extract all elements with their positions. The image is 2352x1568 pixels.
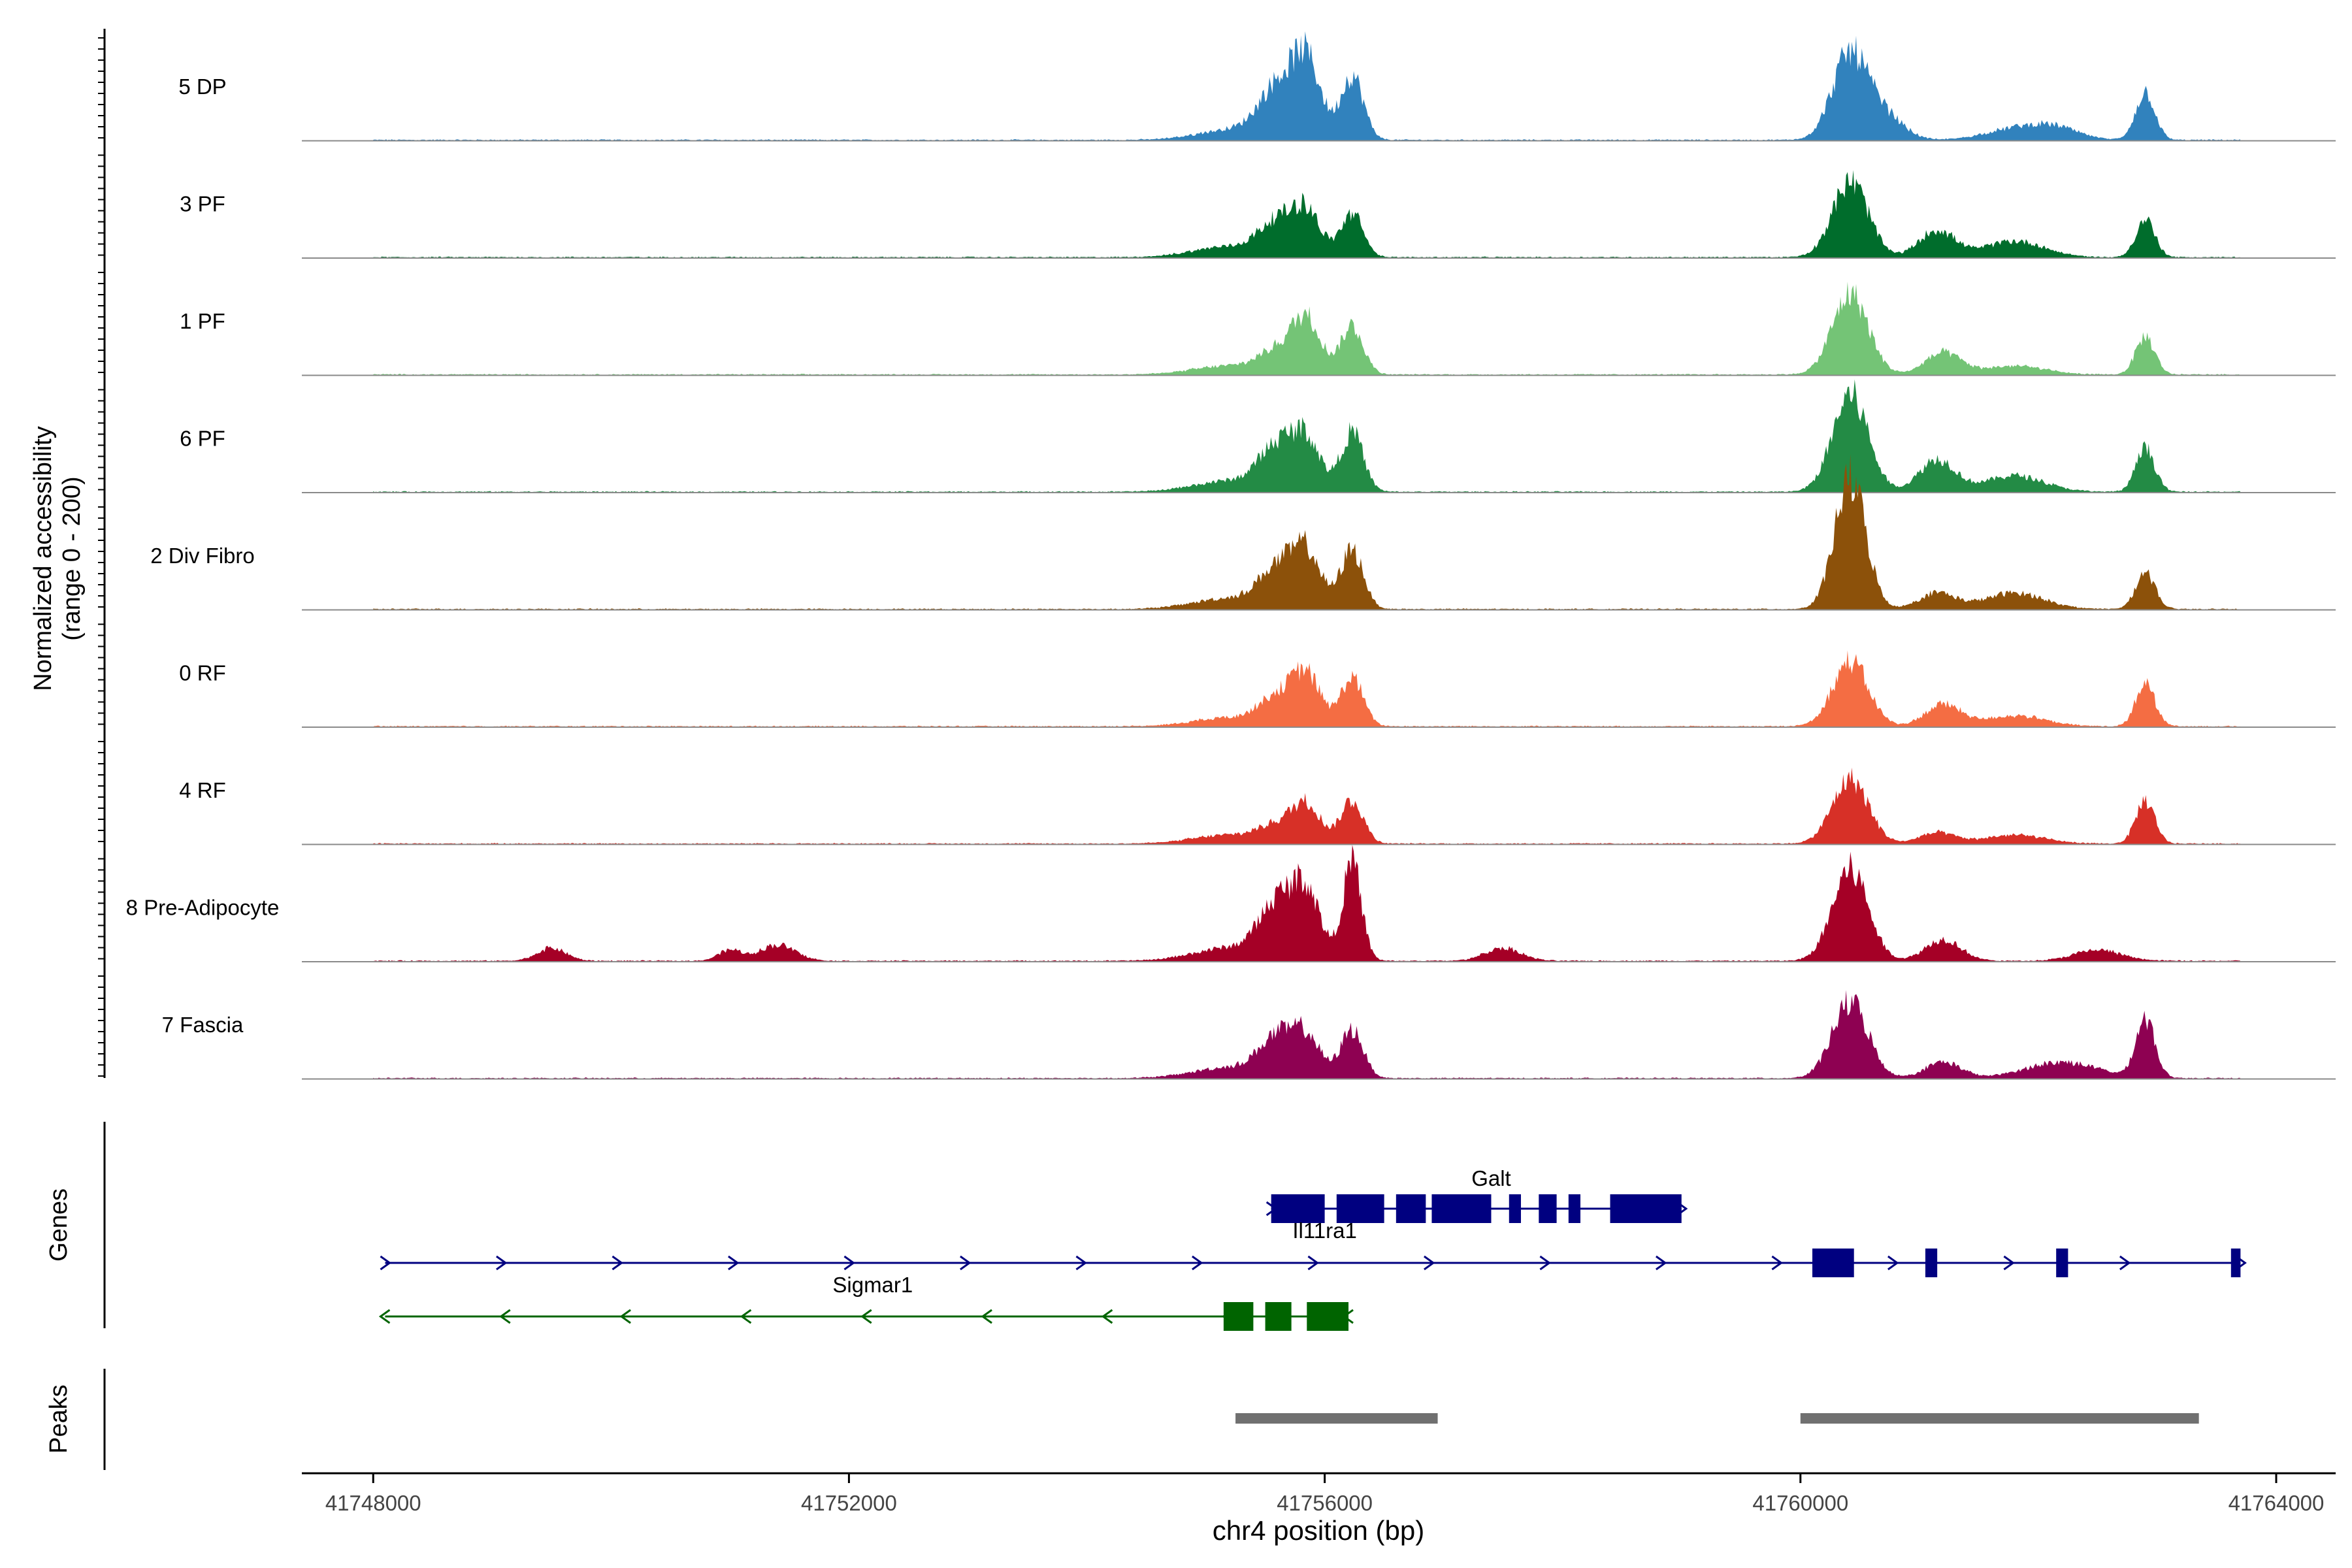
exon — [1539, 1194, 1557, 1223]
y-axis-label-line1: Normalized accessibility — [29, 426, 57, 691]
coverage-area — [373, 650, 2241, 727]
track-8-pre-adipocyte: 8 Pre-Adipocyte — [126, 845, 2336, 962]
exon — [1509, 1194, 1521, 1223]
strand-arrow — [1307, 1255, 1319, 1271]
coverage-area — [373, 170, 2241, 258]
track-1-pf: 1 PF — [180, 282, 2336, 376]
exon — [1336, 1194, 1384, 1223]
track-label: 3 PF — [180, 192, 225, 216]
x-tick-label: 41756000 — [1277, 1491, 1373, 1515]
exon — [2230, 1249, 2241, 1277]
track-label: 1 PF — [180, 309, 225, 333]
strand-arrow — [860, 1309, 872, 1324]
strand-arrow — [612, 1255, 624, 1271]
strand-arrow — [1075, 1255, 1087, 1271]
track-6-pf: 6 PF — [180, 379, 2336, 493]
y-axis-label-line2: (range 0 - 200) — [58, 476, 86, 640]
coverage-area — [373, 767, 2241, 845]
x-tick-label: 41748000 — [325, 1491, 421, 1515]
exon — [1610, 1194, 1682, 1223]
x-tick-label: 41764000 — [2229, 1491, 2325, 1515]
strand-arrow — [740, 1309, 752, 1324]
strand-arrow — [843, 1255, 856, 1271]
strand-arrow — [619, 1309, 631, 1324]
track-label: 6 PF — [180, 427, 225, 451]
strand-arrow — [960, 1255, 972, 1271]
track-2-div-fibro: 2 Div Fibro — [150, 454, 2336, 611]
genes-track-label: Genes — [45, 1188, 73, 1262]
exon — [1223, 1302, 1254, 1331]
strand-arrow — [378, 1309, 391, 1324]
x-tick-label: 41760000 — [1752, 1491, 1848, 1515]
strand-arrow — [499, 1309, 511, 1324]
strand-arrow — [1887, 1255, 1899, 1271]
strand-arrow — [981, 1309, 992, 1324]
exon — [2056, 1249, 2068, 1277]
exon — [1431, 1194, 1492, 1223]
track-label: 0 RF — [179, 661, 226, 685]
track-label: 4 RF — [179, 778, 226, 802]
coverage-area — [373, 990, 2241, 1079]
strand-arrow — [1101, 1309, 1113, 1324]
strand-arrow — [2003, 1255, 2015, 1271]
track-label: 2 Div Fibro — [150, 544, 255, 568]
x-axis-label: chr4 position (bp) — [1213, 1515, 1425, 1546]
x-tick-label: 41752000 — [801, 1491, 897, 1515]
peaks-track — [1235, 1413, 2199, 1424]
gene-label: Sigmar1 — [832, 1273, 913, 1297]
peaks-track-label: Peaks — [45, 1384, 73, 1454]
strand-arrow — [728, 1255, 740, 1271]
exon — [1265, 1302, 1292, 1331]
coverage-area — [373, 282, 2241, 376]
exon — [1307, 1302, 1349, 1331]
strand-arrow — [1656, 1255, 1667, 1271]
track-5-dp: 5 DP — [178, 31, 2336, 142]
exon — [1925, 1249, 1938, 1277]
strand-arrow — [1424, 1255, 1435, 1271]
gene-label: Galt — [1471, 1166, 1511, 1190]
exon — [1396, 1194, 1426, 1223]
peak-region — [1235, 1413, 1438, 1424]
strand-arrow — [380, 1255, 392, 1271]
track-3-pf: 3 PF — [180, 170, 2336, 259]
strand-arrow — [1192, 1255, 1203, 1271]
genes-track: Galt Il11ra1 Sigmar1 — [378, 1166, 2247, 1331]
track-7-fascia: 7 Fascia — [162, 990, 2336, 1080]
gene-sigmar1: Sigmar1 — [378, 1273, 1354, 1331]
gene-il11ra1: Il11ra1 — [380, 1218, 2247, 1277]
track-label: 5 DP — [178, 74, 226, 99]
track-0-rf: 0 RF — [179, 650, 2336, 728]
coverage-area — [373, 379, 2241, 493]
strand-arrow — [1771, 1255, 1783, 1271]
x-axis-ticks: 41748000 41752000 41756000 41760000 41764000 — [325, 1473, 2325, 1515]
exon — [1568, 1194, 1581, 1223]
gene-galt: Galt — [1266, 1166, 1688, 1223]
strand-arrow — [496, 1255, 508, 1271]
exon — [1271, 1194, 1325, 1223]
coverage-area — [373, 454, 2241, 610]
coverage-area — [373, 845, 2241, 962]
coverage-area — [373, 31, 2241, 141]
coverage-tracks: 5 DP 3 PF 1 PF 6 PF 2 Div Fibro 0 RF 4 RF 8 Pre… — [126, 31, 2336, 1080]
strand-arrow — [1539, 1255, 1551, 1271]
track-label: 7 Fascia — [162, 1013, 244, 1037]
track-4-rf: 4 RF — [179, 767, 2336, 845]
gene-label: Il11ra1 — [1292, 1218, 1356, 1243]
strand-arrow — [2119, 1255, 2131, 1271]
track-label: 8 Pre-Adipocyte — [126, 896, 280, 920]
peak-region — [1800, 1413, 2199, 1424]
exon — [1812, 1249, 1854, 1277]
y-axis-ticks — [98, 37, 105, 1077]
